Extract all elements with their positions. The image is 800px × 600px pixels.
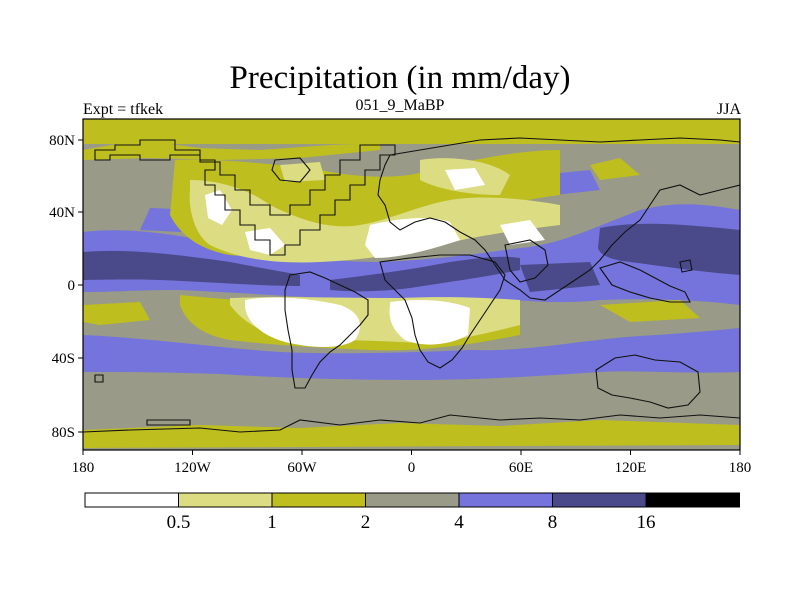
arctic-band (83, 119, 740, 144)
lon-label-0: 0 (408, 460, 416, 476)
outline-antarctica (83, 414, 740, 433)
colorbar-box-2 (271, 492, 366, 508)
colorbar-label-1: 1 (267, 512, 277, 533)
antarctic-band (83, 420, 740, 450)
colorbar-box-3 (365, 492, 460, 508)
outline-south-america (284, 271, 369, 389)
olive-patch-southwest-pacific (600, 300, 700, 322)
colorbar-box-4 (458, 492, 553, 508)
outline-north-america (94, 139, 396, 256)
antarctic-edge (83, 445, 740, 450)
colorbar-box-6 (645, 492, 740, 508)
colorbar-label-4: 4 (454, 512, 464, 533)
dry-core-sahara (365, 218, 460, 258)
experiment-label: Expt = tfkek (83, 101, 164, 118)
outline-island-hawaii (94, 374, 104, 383)
olive-patch-southeast-pacific (83, 302, 150, 325)
map-field (83, 119, 740, 450)
navy-core-pacific-west (598, 223, 740, 275)
lat-label-80s: 80S (52, 425, 75, 441)
continent-outlines (83, 137, 740, 433)
arctic-band-2 (83, 140, 380, 160)
colorbar-label-8: 8 (548, 512, 558, 533)
lon-label-60e: 60E (509, 460, 533, 476)
season-label: JJA (716, 101, 741, 118)
southern-blue-belt (83, 328, 740, 380)
colorbar-label-2: 2 (361, 512, 371, 533)
colorbar-label-16: 16 (637, 512, 656, 533)
dry-core-central-asia (445, 168, 485, 190)
colorbar-box-5 (552, 492, 647, 508)
lon-label-60w: 60W (287, 460, 317, 476)
outline-southeast-asia (599, 261, 691, 303)
map-title: Precipitation (in mm/day) (229, 60, 571, 96)
navy-core-atlantic (330, 256, 520, 292)
lon-label-180e: 180 (729, 460, 752, 476)
colorbar-box-0 (84, 492, 179, 508)
navy-core-india (520, 262, 600, 292)
outline-island-japan (679, 259, 693, 273)
outline-greenland (271, 157, 311, 183)
olive-patch-northeast-asia (590, 158, 640, 180)
pale-patch-greenland (280, 162, 325, 182)
pale-zone-north (189, 180, 560, 263)
dry-core-arabia (500, 220, 545, 245)
colorbar-label-0-5: 0.5 (167, 512, 191, 533)
outline-eurasia (377, 137, 740, 301)
outline-arabia (504, 239, 549, 283)
lat-label-80n: 80N (49, 133, 75, 149)
lat-label-40s: 40S (52, 351, 75, 367)
lat-label-40n: 40N (49, 205, 75, 221)
colorbar (84, 492, 740, 508)
outline-australia (595, 354, 701, 409)
axis-ticks (78, 139, 741, 455)
navy-core-pacific-east (83, 250, 300, 286)
lat-label-0: 0 (68, 278, 76, 294)
lon-label-120e: 120E (615, 460, 647, 476)
outline-africa (379, 254, 506, 369)
lon-label-120w: 120W (174, 460, 212, 476)
run-label: 051_9_MaBP (355, 97, 445, 114)
lon-label-180w: 180 (72, 460, 95, 476)
colorbar-box-1 (178, 492, 273, 508)
outline-island-west-antarctic (146, 419, 191, 426)
dry-core-south-america (245, 297, 360, 347)
